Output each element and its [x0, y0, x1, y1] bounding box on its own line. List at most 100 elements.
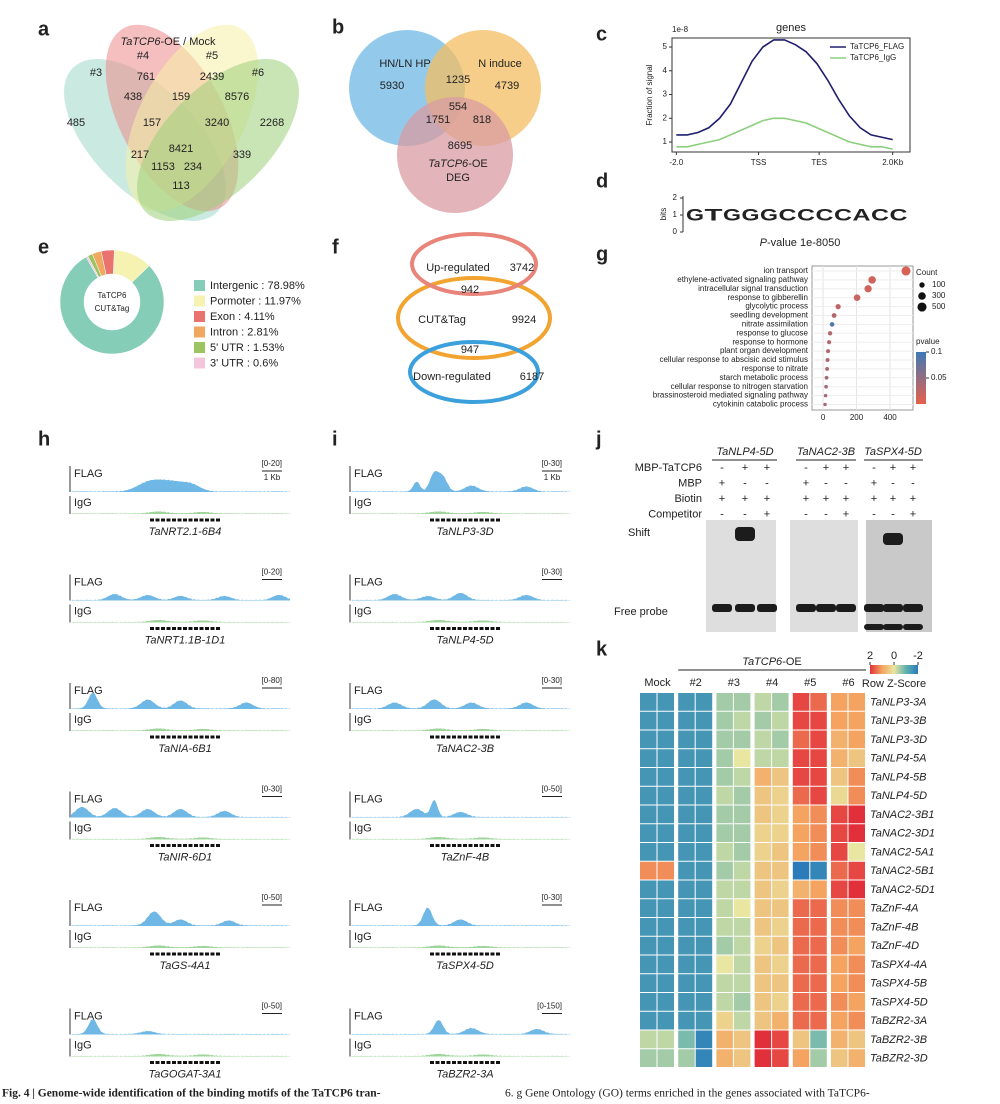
gene-name: TaNLP4-5D [436, 634, 493, 646]
heatmap-cell [716, 993, 733, 1011]
lane-sign: - [804, 508, 808, 520]
y-tick-label: cytokinin catabolic process [713, 400, 808, 409]
colorbar-title: Row Z-Score [862, 678, 926, 690]
heatmap-cell [657, 955, 674, 974]
track-label: FLAG [354, 685, 383, 697]
row-label: TaNLP3-3D [870, 734, 927, 746]
lane-sign: - [872, 462, 876, 474]
heatmap-cell [792, 749, 810, 767]
region-count: 2439 [200, 71, 224, 83]
track-range: [0-30] [542, 568, 562, 577]
legend-swatch [194, 357, 205, 369]
heatmap-cell [716, 711, 733, 730]
row-label: TaNAC2-3B1 [870, 809, 934, 821]
region-count: 157 [143, 117, 161, 129]
heatmap-cell [733, 730, 751, 749]
row-label: TaNAC2-5D1 [870, 884, 935, 896]
legend-label: 300 [932, 291, 946, 300]
heatmap-cell [678, 955, 695, 974]
heatmap-cell [792, 880, 810, 899]
heatmap-cell [716, 861, 733, 880]
lane-sign: + [843, 462, 849, 474]
y-tick-label: 5 [663, 42, 668, 51]
signal-track [351, 1053, 570, 1057]
panel-letter: k [596, 638, 608, 660]
signal-track [351, 511, 570, 514]
y-tick-label: ethylene-activated signaling pathway [677, 275, 808, 284]
lane-sign: + [890, 493, 896, 505]
track-range: [0-20] [262, 459, 282, 468]
heatmap-cell [792, 730, 810, 749]
heatmap-cell [754, 899, 772, 917]
set-text: Up-regulated [426, 262, 490, 274]
row-label: TaZnF-4D [870, 940, 919, 952]
row-label: TaSPX4-5D [870, 996, 928, 1008]
track-label: FLAG [74, 685, 103, 697]
lane-sign: + [871, 493, 877, 505]
heatmap-cell [733, 880, 751, 899]
signal-track [351, 945, 570, 948]
heatmap-cell [848, 1011, 865, 1030]
lane-sign: - [720, 462, 724, 474]
signal-track [71, 728, 290, 731]
heatmap-cell [754, 918, 772, 936]
lane-sign: + [910, 508, 916, 520]
dot [823, 393, 828, 398]
heatmap-cell [810, 1030, 827, 1049]
heatmap-cell [848, 955, 865, 974]
y-tick-label: response to nitrate [742, 364, 809, 373]
caption: Fig. 4 | Genome-wide identification of t… [2, 1088, 381, 1100]
dot [901, 266, 911, 276]
track-label: IgG [74, 714, 92, 726]
heatmap-cell [772, 880, 789, 899]
track-range: [0-30] [542, 676, 562, 685]
track-range: [0-150] [537, 1002, 562, 1011]
set-text: CUT&Tag [418, 314, 466, 326]
heatmap-cell [848, 974, 865, 992]
heatmap-cell [657, 693, 674, 711]
heatmap-cell [754, 1049, 772, 1067]
track-label: IgG [354, 497, 372, 509]
heatmap-cell [640, 918, 657, 936]
heatmap-cell [792, 899, 810, 917]
heatmap-cell [640, 1030, 657, 1049]
y-tick-label: cellular response to abscisic acid stimu… [659, 355, 808, 364]
set-label-part: -OE [468, 158, 488, 170]
lane-sign: + [871, 477, 877, 489]
dot [825, 358, 830, 362]
heatmap-cell [716, 1049, 733, 1067]
y-tick-label: starch metabolic process [720, 373, 808, 382]
heatmap-cell [848, 693, 865, 711]
heatmap-cell [733, 843, 751, 861]
heatmap-cell [810, 1049, 827, 1067]
legend-swatch [194, 295, 205, 307]
colorbar-label: 0 [891, 650, 897, 662]
heatmap-cell [733, 899, 751, 917]
lane-sign: - [911, 477, 915, 489]
heatmap-cell [754, 768, 772, 786]
dot [853, 294, 861, 302]
heatmap-cell [716, 918, 733, 936]
gene-name: TaNRT2.1-6B4 [149, 526, 222, 538]
row-label: TaZnF-4B [870, 921, 919, 933]
gene-name: TaSPX4-5D [436, 960, 494, 972]
gene-name: TaNIR-6D1 [158, 851, 213, 863]
heatmap-cell [772, 824, 789, 842]
heatmap-cell [772, 899, 789, 917]
heatmap-cell [695, 843, 713, 861]
heatmap-cell [678, 768, 695, 786]
lane-sign: + [910, 462, 916, 474]
lane-sign: + [742, 462, 748, 474]
legend-label: 5' UTR : 1.53% [210, 342, 284, 354]
gene-name: TaGOGAT-3A1 [149, 1068, 222, 1080]
track-label: FLAG [354, 576, 383, 588]
heatmap-cell [831, 974, 848, 992]
legend-label: Intron : 2.81% [210, 326, 279, 338]
row-label: TaBZR2-3D [870, 1053, 928, 1065]
signal-track [71, 593, 290, 601]
heatmap-cell [716, 805, 733, 824]
motif-letter: C [889, 205, 907, 224]
heatmap-cell [831, 1030, 848, 1049]
heatmap-cell [695, 880, 713, 899]
gel-band [796, 604, 816, 612]
